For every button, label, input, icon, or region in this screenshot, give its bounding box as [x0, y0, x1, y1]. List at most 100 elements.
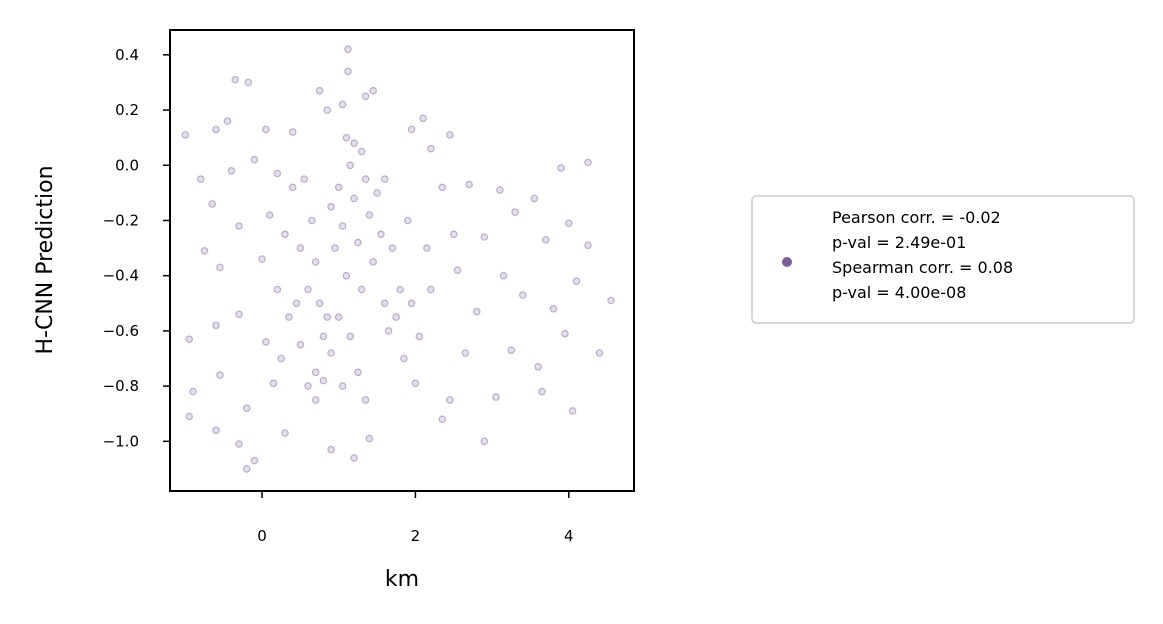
- data-point: [480, 437, 489, 446]
- data-point: [338, 382, 347, 390]
- data-point: [208, 200, 217, 208]
- data-point: [304, 382, 312, 390]
- data-point: [315, 299, 324, 308]
- legend-line-pearson: Pearson corr. = -0.02: [832, 208, 1001, 227]
- data-point: [304, 285, 312, 294]
- data-points: [181, 45, 615, 473]
- data-point: [338, 222, 347, 230]
- data-point: [354, 238, 362, 247]
- data-point: [231, 75, 240, 84]
- data-point: [403, 216, 412, 225]
- data-point: [242, 465, 251, 473]
- data-point: [377, 230, 385, 239]
- y-tick-label: −0.6: [103, 322, 139, 340]
- data-point: [342, 133, 351, 142]
- data-point: [235, 440, 243, 448]
- data-point: [242, 404, 251, 413]
- data-point: [262, 338, 270, 346]
- x-tick-label: 2: [411, 527, 421, 545]
- data-point: [308, 216, 316, 225]
- data-point: [346, 161, 355, 170]
- legend-box: [751, 195, 1135, 324]
- data-point: [423, 244, 431, 252]
- data-point: [568, 407, 577, 415]
- data-point: [511, 208, 519, 217]
- data-point: [461, 349, 470, 357]
- data-point: [181, 131, 190, 139]
- data-point: [426, 285, 435, 294]
- data-point: [327, 349, 335, 357]
- data-point: [357, 285, 366, 294]
- legend: Pearson corr. = -0.02 p-val = 2.49e-01 S…: [751, 195, 1135, 324]
- data-point: [357, 147, 366, 156]
- data-point: [426, 144, 435, 153]
- data-point: [584, 158, 592, 167]
- legend-line-spearman: Spearman corr. = 0.08: [832, 258, 1013, 277]
- data-point: [507, 346, 516, 355]
- data-point: [344, 45, 352, 54]
- data-point: [319, 376, 328, 385]
- y-tick-label: −1.0: [103, 432, 139, 450]
- data-point: [281, 429, 289, 437]
- data-point: [200, 247, 209, 255]
- y-tick-label: −0.2: [103, 211, 139, 229]
- data-point: [227, 167, 236, 175]
- data-point: [311, 396, 320, 404]
- data-point: [281, 230, 289, 239]
- data-point: [541, 236, 550, 244]
- data-point: [538, 387, 546, 396]
- data-point: [244, 78, 253, 87]
- data-point: [607, 296, 615, 305]
- data-point: [311, 368, 320, 377]
- data-point: [235, 222, 243, 230]
- data-point: [369, 258, 378, 266]
- data-point: [446, 131, 454, 139]
- data-point: [518, 291, 527, 299]
- data-point: [561, 329, 569, 338]
- x-tick-label: 0: [257, 527, 267, 545]
- data-point: [354, 368, 362, 377]
- data-point: [346, 332, 355, 341]
- data-point: [327, 445, 335, 454]
- data-point: [350, 194, 358, 203]
- data-point: [411, 379, 420, 388]
- legend-line-pearson-pval: p-val = 2.49e-01: [832, 233, 966, 252]
- data-point: [342, 271, 351, 280]
- data-point: [331, 244, 339, 252]
- data-point: [334, 313, 343, 321]
- data-point: [273, 285, 282, 294]
- data-point: [323, 106, 332, 114]
- data-point: [380, 299, 389, 308]
- data-point: [273, 169, 282, 178]
- data-point: [235, 310, 243, 319]
- data-point: [365, 434, 374, 443]
- legend-marker: [782, 257, 792, 267]
- data-point: [185, 412, 194, 421]
- y-tick-label: 0.0: [115, 156, 139, 174]
- x-axis: 0 2 4: [257, 491, 574, 545]
- data-point: [400, 354, 408, 363]
- data-point: [480, 233, 489, 241]
- data-point: [361, 175, 370, 183]
- data-point: [472, 307, 481, 316]
- data-point: [449, 230, 458, 239]
- y-tick-label: −0.8: [103, 377, 139, 395]
- data-point: [189, 387, 197, 396]
- data-point: [334, 183, 343, 192]
- data-point: [323, 313, 332, 321]
- x-axis-label: km: [385, 567, 419, 592]
- data-point: [288, 183, 297, 192]
- data-point: [319, 332, 328, 341]
- y-tick-label: 0.4: [115, 46, 139, 64]
- data-point: [262, 125, 270, 134]
- data-point: [492, 393, 500, 401]
- data-point: [396, 285, 404, 294]
- data-point: [453, 266, 462, 275]
- data-point: [258, 255, 266, 263]
- data-point: [380, 175, 389, 183]
- data-point: [292, 299, 301, 308]
- data-point: [595, 349, 604, 357]
- x-tick-label: 4: [564, 527, 574, 545]
- data-point: [250, 456, 259, 465]
- data-point: [269, 379, 278, 388]
